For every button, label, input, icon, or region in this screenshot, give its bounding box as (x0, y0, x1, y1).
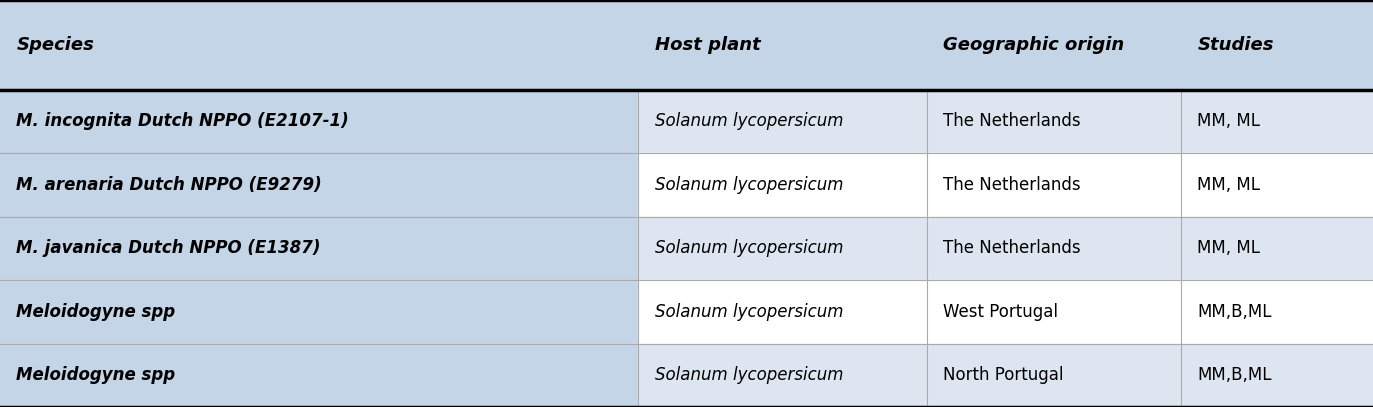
Text: Solanum lycopersicum: Solanum lycopersicum (655, 176, 843, 194)
Text: Studies: Studies (1197, 36, 1274, 54)
Text: M. javanica Dutch NPPO (E1387): M. javanica Dutch NPPO (E1387) (16, 239, 321, 257)
Text: Geographic origin: Geographic origin (943, 36, 1124, 54)
Text: MM, ML: MM, ML (1197, 112, 1260, 130)
Text: MM,B,ML: MM,B,ML (1197, 366, 1271, 384)
Bar (638, 153, 1373, 217)
Bar (0, 153, 638, 217)
Text: West Portugal: West Portugal (943, 303, 1059, 321)
Text: M. arenaria Dutch NPPO (E9279): M. arenaria Dutch NPPO (E9279) (16, 176, 323, 194)
Text: MM, ML: MM, ML (1197, 176, 1260, 194)
Text: Solanum lycopersicum: Solanum lycopersicum (655, 303, 843, 321)
Bar (638, 344, 1373, 407)
Text: The Netherlands: The Netherlands (943, 176, 1081, 194)
Bar (638, 90, 1373, 153)
Bar (0, 0, 1373, 90)
Text: Species: Species (16, 36, 95, 54)
Bar (638, 217, 1373, 280)
Text: North Portugal: North Portugal (943, 366, 1064, 384)
Bar (0, 90, 638, 153)
Bar (0, 217, 638, 280)
Text: MM, ML: MM, ML (1197, 239, 1260, 257)
Bar (0, 280, 638, 344)
Text: M. incognita Dutch NPPO (E2107-1): M. incognita Dutch NPPO (E2107-1) (16, 112, 349, 130)
Text: The Netherlands: The Netherlands (943, 112, 1081, 130)
Text: MM,B,ML: MM,B,ML (1197, 303, 1271, 321)
Bar (0, 344, 638, 407)
Text: Meloidogyne spp: Meloidogyne spp (16, 303, 176, 321)
Bar (638, 280, 1373, 344)
Text: Solanum lycopersicum: Solanum lycopersicum (655, 112, 843, 130)
Text: Meloidogyne spp: Meloidogyne spp (16, 366, 176, 384)
Text: Solanum lycopersicum: Solanum lycopersicum (655, 366, 843, 384)
Text: Solanum lycopersicum: Solanum lycopersicum (655, 239, 843, 257)
Text: Host plant: Host plant (655, 36, 761, 54)
Text: The Netherlands: The Netherlands (943, 239, 1081, 257)
